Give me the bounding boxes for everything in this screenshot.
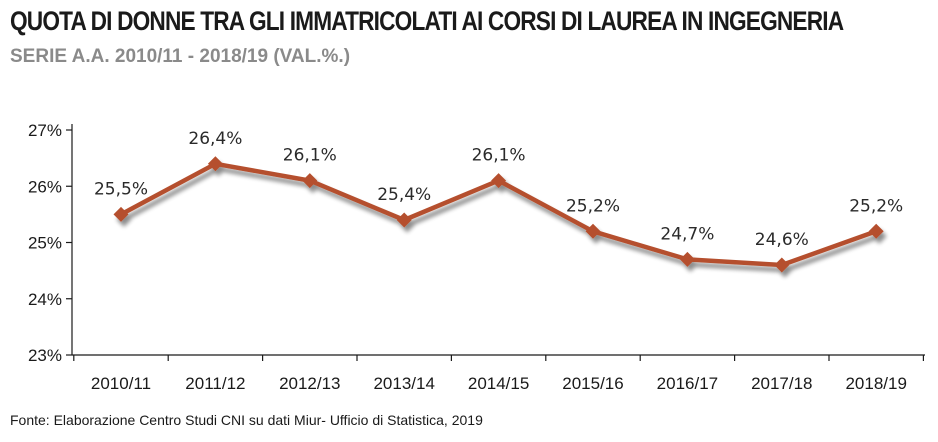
- x-tick-label: 2013/14: [373, 374, 434, 393]
- x-tick-label: 2016/17: [657, 374, 718, 393]
- data-label: 25,4%: [377, 185, 431, 205]
- data-label: 24,6%: [755, 230, 809, 250]
- chart-title: QUOTA DI DONNE TRA GLI IMMATRICOLATI AI …: [10, 6, 844, 36]
- data-point-marker: [207, 156, 223, 172]
- source-note: Fonte: Elaborazione Centro Studi CNI su …: [10, 412, 483, 428]
- data-point-marker: [679, 251, 695, 267]
- data-point-marker: [868, 223, 884, 239]
- chart-subtitle: SERIE A.A. 2010/11 - 2018/19 (VAL.%.): [10, 46, 351, 67]
- data-label: 25,2%: [566, 196, 620, 216]
- data-label: 26,1%: [472, 146, 526, 166]
- data-point-marker: [302, 173, 318, 189]
- x-tick-label: 2015/16: [562, 374, 623, 393]
- x-tick-label: 2014/15: [468, 374, 529, 393]
- data-point-marker: [113, 206, 129, 222]
- x-tick-label: 2012/13: [279, 374, 340, 393]
- data-label: 24,7%: [660, 224, 714, 244]
- data-label: 25,2%: [849, 196, 903, 216]
- data-label: 25,5%: [94, 179, 148, 199]
- x-tick-label: 2011/12: [185, 374, 245, 393]
- data-point-marker: [396, 212, 412, 228]
- y-tick-label: 24%: [28, 290, 62, 309]
- y-tick-label: 27%: [28, 121, 62, 140]
- data-label: 26,1%: [283, 146, 337, 166]
- y-tick-label: 23%: [28, 346, 62, 365]
- data-point-marker: [774, 257, 790, 273]
- y-tick-label: 26%: [28, 177, 62, 196]
- x-tick-label: 2018/19: [845, 374, 906, 393]
- x-tick-label: 2010/11: [91, 374, 151, 393]
- data-label: 26,4%: [188, 129, 242, 149]
- data-point-marker: [585, 223, 601, 239]
- y-tick-label: 25%: [28, 234, 62, 253]
- x-tick-label: 2017/18: [751, 374, 812, 393]
- line-chart: 23% 24% 25% 26% 27% 2010/11 2011/12 2012/13 2013…: [28, 121, 925, 393]
- data-point-marker: [491, 173, 507, 189]
